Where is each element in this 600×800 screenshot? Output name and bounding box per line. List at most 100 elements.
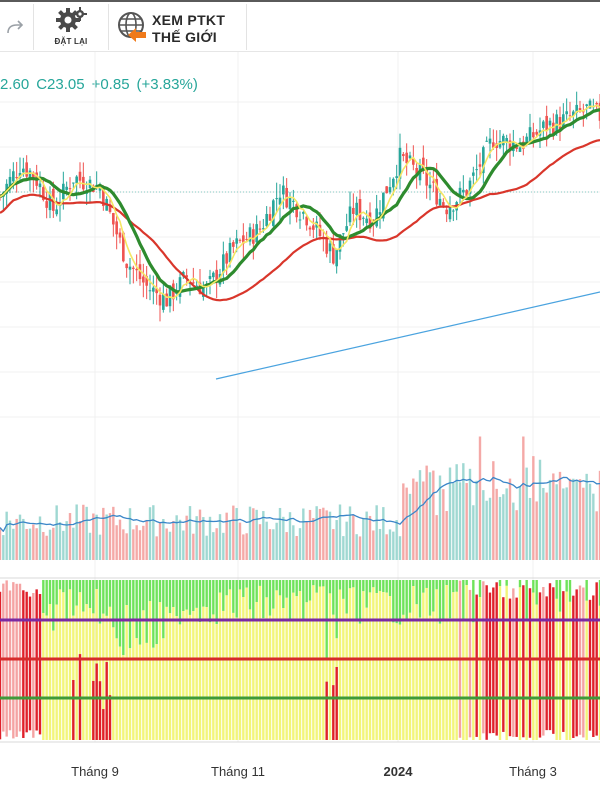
oscillator-bar <box>308 600 312 740</box>
volume-bar <box>342 536 345 560</box>
view-world-analysis-button[interactable]: XEM PTKT THẾ GIỚI <box>114 8 244 48</box>
volume-bar <box>365 511 368 560</box>
oscillator-bar <box>505 580 508 586</box>
oscillator-bar <box>202 580 205 607</box>
volume-bar <box>565 487 568 560</box>
candle-body <box>582 111 585 113</box>
candle-body <box>472 172 475 176</box>
oscillator-bar <box>512 588 515 737</box>
stock-chart[interactable]: Tháng 9 Tháng 11 2024 Tháng 3 <box>0 52 600 800</box>
volume-bar <box>425 465 428 560</box>
oscillator-bar <box>438 580 442 624</box>
candle-body <box>158 294 162 306</box>
candle-body <box>8 176 12 190</box>
oscillator-bar <box>498 580 502 587</box>
oscillator-bar <box>362 591 365 740</box>
oscillator-bar <box>158 602 162 740</box>
candle-body <box>85 192 88 194</box>
toolbar: ĐẶT LẠI XEM PTKT THẾ GIỚI <box>0 0 600 52</box>
oscillator-bar <box>598 580 600 606</box>
oscillator-bar <box>472 580 475 623</box>
oscillator-bar <box>265 597 268 740</box>
candle-body <box>398 147 402 179</box>
volume-bar <box>588 483 592 560</box>
oscillator-bar <box>62 580 65 593</box>
candle-body <box>465 190 468 196</box>
volume-bar <box>312 518 315 560</box>
candle-body <box>552 122 555 135</box>
oscillator-bar <box>65 620 68 740</box>
volume-bar <box>95 514 98 560</box>
oscillator-bar <box>365 580 368 608</box>
oscillator-bar <box>245 587 248 740</box>
reset-button[interactable]: ĐẶT LẠI <box>38 6 104 50</box>
volume-bar <box>22 518 25 560</box>
oscillator-bar <box>355 580 358 621</box>
oscillator-bar <box>385 580 388 593</box>
oscillator-bar <box>528 588 532 738</box>
volume-bar <box>68 513 72 560</box>
oscillator-bar <box>92 613 95 740</box>
redo-icon[interactable] <box>4 18 28 38</box>
volume-bar <box>268 529 272 560</box>
oscillator-bar <box>48 603 52 740</box>
volume-bar <box>82 504 85 560</box>
volume-bar <box>505 488 508 560</box>
oscillator-bar <box>438 623 442 740</box>
oscillator-bar <box>112 627 115 740</box>
oscillator-bar <box>332 580 335 615</box>
oscillator-bar <box>455 580 458 592</box>
volume-bar <box>528 497 532 560</box>
oscillator-bar <box>568 601 572 740</box>
candle-body <box>155 288 158 294</box>
volume-bar <box>452 483 455 560</box>
oscillator-bar <box>568 580 572 602</box>
candle-body <box>558 116 562 130</box>
volume-bar <box>78 521 82 560</box>
candle-body <box>338 234 342 252</box>
oscillator-bar <box>535 580 538 605</box>
volume-bar <box>368 515 372 560</box>
candle-body <box>358 198 362 221</box>
oscillator-bar <box>242 580 245 598</box>
volume-bar <box>168 531 172 560</box>
volume-bar <box>202 517 205 560</box>
oscillator-bar <box>218 592 222 740</box>
candle-body <box>238 239 242 241</box>
volume-bar <box>332 529 335 560</box>
volume-bar <box>542 487 545 560</box>
oscillator-bar <box>55 604 58 740</box>
oscillator-bar <box>368 580 372 593</box>
volume-bar <box>132 529 135 560</box>
oscillator-bar <box>172 580 175 608</box>
candle-body <box>135 268 138 271</box>
candle-body <box>588 100 592 109</box>
candle-body <box>462 189 465 193</box>
oscillator-bar <box>345 580 348 614</box>
volume-bar <box>475 480 478 560</box>
oscillator-bar <box>142 610 145 740</box>
oscillator-bar <box>152 580 155 648</box>
volume-bar <box>515 510 518 560</box>
oscillator-bar <box>278 580 282 596</box>
volume-bar <box>465 483 468 560</box>
candle-body <box>118 232 122 238</box>
volume-bar <box>438 475 442 560</box>
oscillator-bar <box>462 621 465 740</box>
volume-bar <box>72 527 75 560</box>
oscillator-bar <box>298 580 302 592</box>
oscillator-bar <box>298 591 302 740</box>
volume-bar <box>482 490 485 560</box>
oscillator-bar <box>55 580 58 605</box>
volume-bar <box>165 528 168 560</box>
volume-ma-line <box>0 476 600 532</box>
oscillator-bar <box>112 580 115 628</box>
oscillator-bar <box>262 618 265 740</box>
oscillator-bar <box>348 588 352 740</box>
volume-bar <box>495 488 498 560</box>
oscillator-bar <box>585 600 588 740</box>
candle-body <box>242 235 245 244</box>
volume-bar <box>235 508 238 560</box>
volume-bar <box>355 534 358 560</box>
candle-body <box>222 254 225 273</box>
